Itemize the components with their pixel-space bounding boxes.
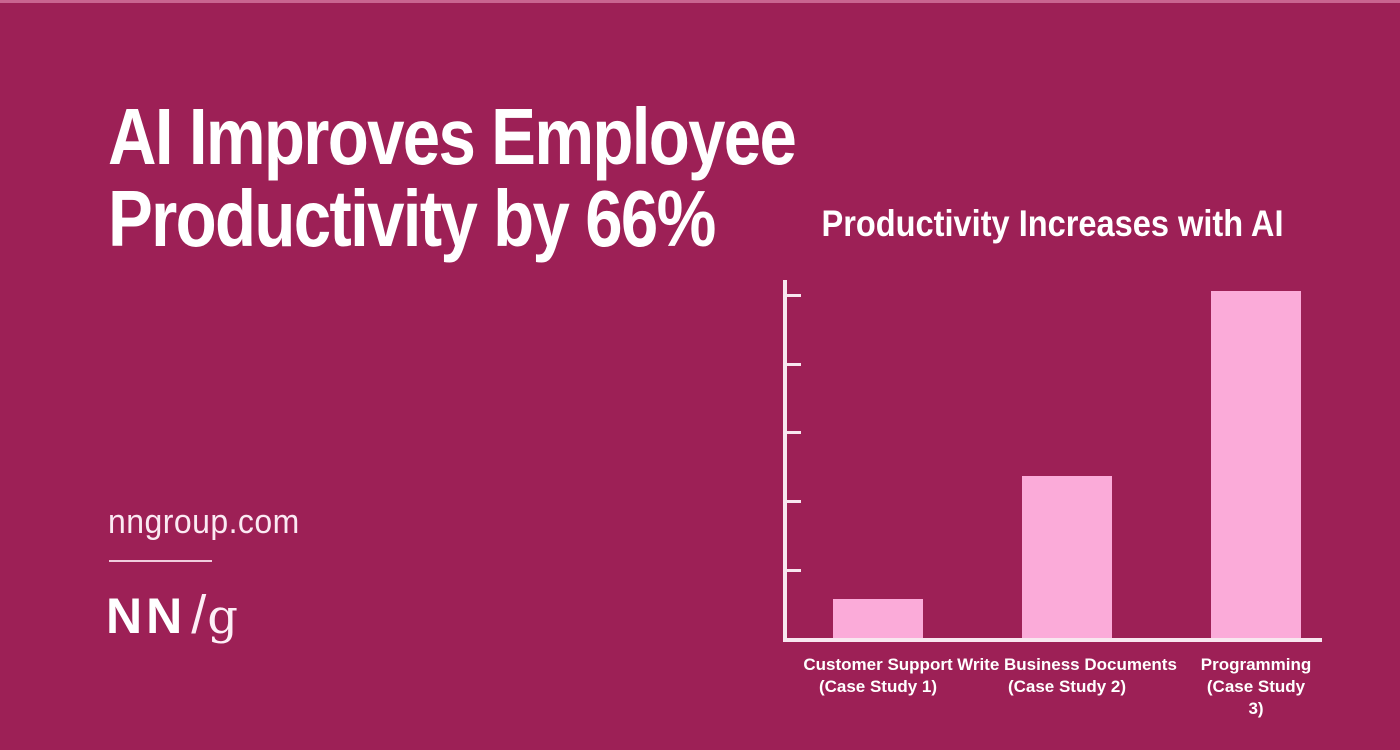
chart-title: Productivity Increases with AI [821,203,1284,244]
chart-x-axis-labels: Customer Support (Case Study 1) Write Bus… [787,654,1322,718]
y-axis-tick [787,431,801,435]
chart-plot-area [783,280,1322,642]
bar-1 [833,599,923,638]
bar-2 [1022,476,1112,638]
y-axis-tick [787,569,801,573]
logo-slash: / [191,585,207,645]
y-axis-tick [787,293,801,297]
slide-top-edge-highlight [0,0,1400,3]
headline-line-2: Productivity by 66% [108,174,716,263]
logo-g: g [207,589,238,645]
y-axis-tick [787,500,801,504]
nng-logo: NN/g [106,586,238,646]
website-url: nngroup.com [108,503,300,541]
headline-line-1: AI Improves Employee [108,92,797,181]
x-axis-label-1: Customer Support (Case Study 1) [803,655,953,696]
x-axis-label-3: Programming (Case Study 3) [1200,655,1312,718]
headline: AI Improves Employee Productivity by 66% [108,92,797,263]
logo-nn: NN [106,588,187,644]
divider-line [109,560,212,562]
y-axis-tick [787,362,801,366]
x-axis-label-2: Write Business Documents (Case Study 2) [957,655,1177,696]
bar-3 [1211,291,1301,638]
